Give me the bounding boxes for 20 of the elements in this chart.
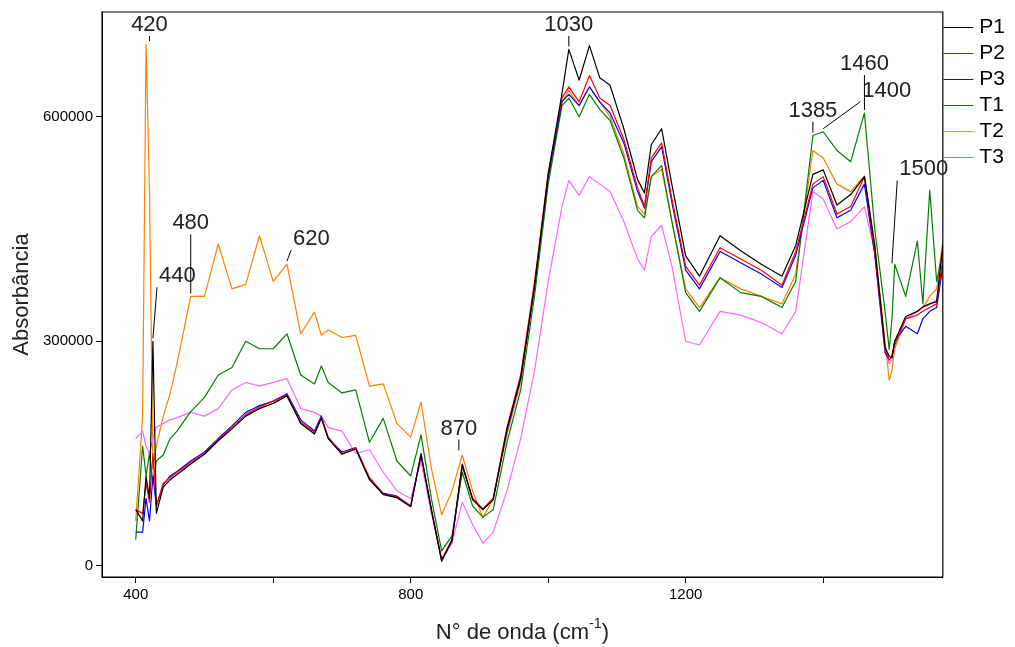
legend-label: T3 [979, 144, 1004, 168]
y-tick-label: 600000 [42, 106, 94, 124]
legend-label: T2 [979, 118, 1004, 142]
annotation: 1460 [839, 50, 889, 76]
x-tick-label: 400 [123, 585, 149, 603]
y-tick-label: 0 [84, 555, 94, 573]
legend-label: P3 [979, 66, 1005, 90]
annotation: 620 [293, 225, 330, 251]
legend-label: P2 [979, 40, 1005, 64]
y-tick-label: 300000 [42, 331, 94, 349]
legend-label: P1 [979, 14, 1005, 38]
x-tick-label: 1200 [669, 585, 703, 603]
annotation: 480 [172, 209, 210, 235]
annotation: 1385 [788, 96, 838, 122]
annotation: 420 [131, 11, 168, 37]
x-tick-label: 800 [398, 585, 424, 603]
annotation: 1030 [544, 11, 594, 37]
y-axis-title: Absorbância [8, 232, 34, 356]
annotation: 870 [440, 414, 478, 440]
legend-label: T1 [979, 92, 1004, 116]
